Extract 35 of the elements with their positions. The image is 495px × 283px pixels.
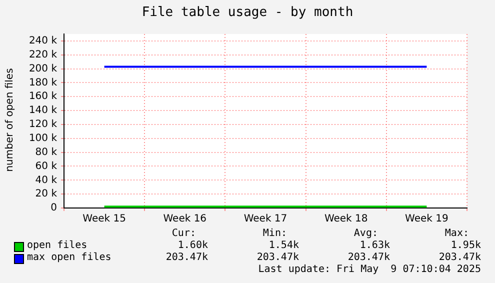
text: Avg: <box>354 228 378 239</box>
text: 1.63k <box>360 240 390 251</box>
text: 203.47k <box>438 252 481 263</box>
y-tick-label: 100 k <box>28 132 58 144</box>
x-tick-label: Week 19 <box>405 214 448 225</box>
text: Last update: Fri May 9 07:10:04 2025 <box>258 264 481 275</box>
text: 1.60k <box>178 240 208 251</box>
text: 1.95k <box>450 240 481 251</box>
y-tick-label: 140 k <box>28 105 58 116</box>
y-tick-label: 0 <box>50 202 57 214</box>
text: 203.47k <box>166 252 208 263</box>
y-tick-label: 160 k <box>28 91 58 102</box>
x-tick-label: Week 16 <box>163 214 207 225</box>
text: 1.54k <box>268 240 299 251</box>
chart-title: File table usage - by month <box>140 5 354 20</box>
text: Min: <box>262 228 287 239</box>
x-tick-label: Week 15 <box>82 214 126 225</box>
legend-label: open files <box>27 240 88 251</box>
y-tick-label: 40 k <box>35 174 58 186</box>
y-tick-label: 60 k <box>35 160 58 172</box>
text: 203.47k <box>256 252 299 263</box>
text: 203.47k <box>348 252 390 263</box>
x-tick-label: Week 17 <box>244 214 288 225</box>
x-tick-label: Week 18 <box>324 214 368 225</box>
y-tick-label: 120 k <box>28 119 58 130</box>
y-tick-label: 220 k <box>28 49 58 60</box>
y-axis-title: number of open files <box>4 68 16 172</box>
y-tick-label: 240 k <box>28 36 58 47</box>
legend-label: max open files <box>27 252 112 263</box>
y-tick-label: 20 k <box>35 188 58 200</box>
y-tick-label: 180 k <box>28 77 58 88</box>
y-tick-label: 80 k <box>35 146 58 158</box>
text: Cur: <box>172 228 196 239</box>
y-tick-label: 200 k <box>28 63 58 74</box>
text: Max: <box>444 228 469 239</box>
